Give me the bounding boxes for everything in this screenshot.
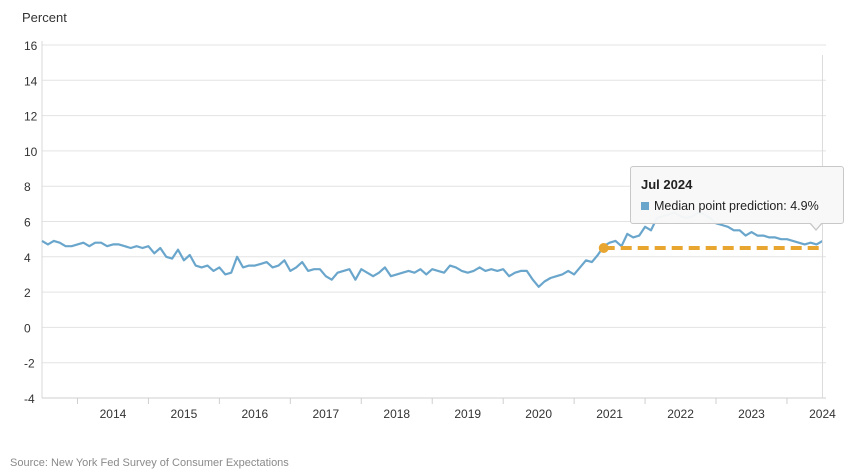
x-tick-label: 2017 bbox=[312, 407, 339, 421]
x-tick-label: 2020 bbox=[525, 407, 552, 421]
tooltip-row: Median point prediction: 4.9% bbox=[641, 199, 819, 213]
y-tick-label: 6 bbox=[24, 216, 31, 230]
source-note: Source: New York Fed Survey of Consumer … bbox=[10, 457, 289, 469]
reference-start-marker bbox=[598, 242, 609, 253]
x-tick-label: 2024 bbox=[809, 407, 836, 421]
y-axis-label: Percent bbox=[22, 10, 67, 25]
series-swatch-icon bbox=[641, 202, 649, 210]
y-tick-label: 4 bbox=[24, 251, 31, 265]
y-tick-label: 2 bbox=[24, 286, 31, 300]
x-tick-label: 2019 bbox=[454, 407, 481, 421]
x-tick-label: 2016 bbox=[241, 407, 268, 421]
y-tick-label: 10 bbox=[24, 145, 38, 159]
y-tick-label: -4 bbox=[24, 392, 35, 406]
x-tick-label: 2018 bbox=[383, 407, 410, 421]
x-tick-label: 2023 bbox=[738, 407, 765, 421]
y-tick-label: -2 bbox=[24, 357, 35, 371]
y-tick-labels: 16 14 12 10 8 6 4 2 0 -2 -4 bbox=[24, 39, 38, 406]
tooltip-title: Jul 2024 bbox=[641, 177, 693, 192]
x-tick-label: 2021 bbox=[596, 407, 623, 421]
grid bbox=[41, 41, 826, 404]
tooltip: Jul 2024 Median point prediction: 4.9% bbox=[630, 166, 844, 231]
x-tick-label: 2015 bbox=[171, 407, 198, 421]
x-tick-label: 2014 bbox=[100, 407, 127, 421]
y-tick-label: 0 bbox=[24, 321, 31, 335]
tooltip-label: Median point prediction: 4.9% bbox=[654, 199, 819, 213]
x-tick-labels: 2014 2015 2016 2017 2018 2019 2020 2021 2022 2023… bbox=[100, 407, 837, 421]
tooltip-pointer-icon bbox=[809, 222, 823, 231]
y-tick-label: 14 bbox=[24, 74, 38, 88]
y-tick-label: 8 bbox=[24, 180, 31, 194]
x-tick-label: 2022 bbox=[667, 407, 694, 421]
y-tick-label: 12 bbox=[24, 110, 38, 124]
y-tick-label: 16 bbox=[24, 39, 38, 53]
